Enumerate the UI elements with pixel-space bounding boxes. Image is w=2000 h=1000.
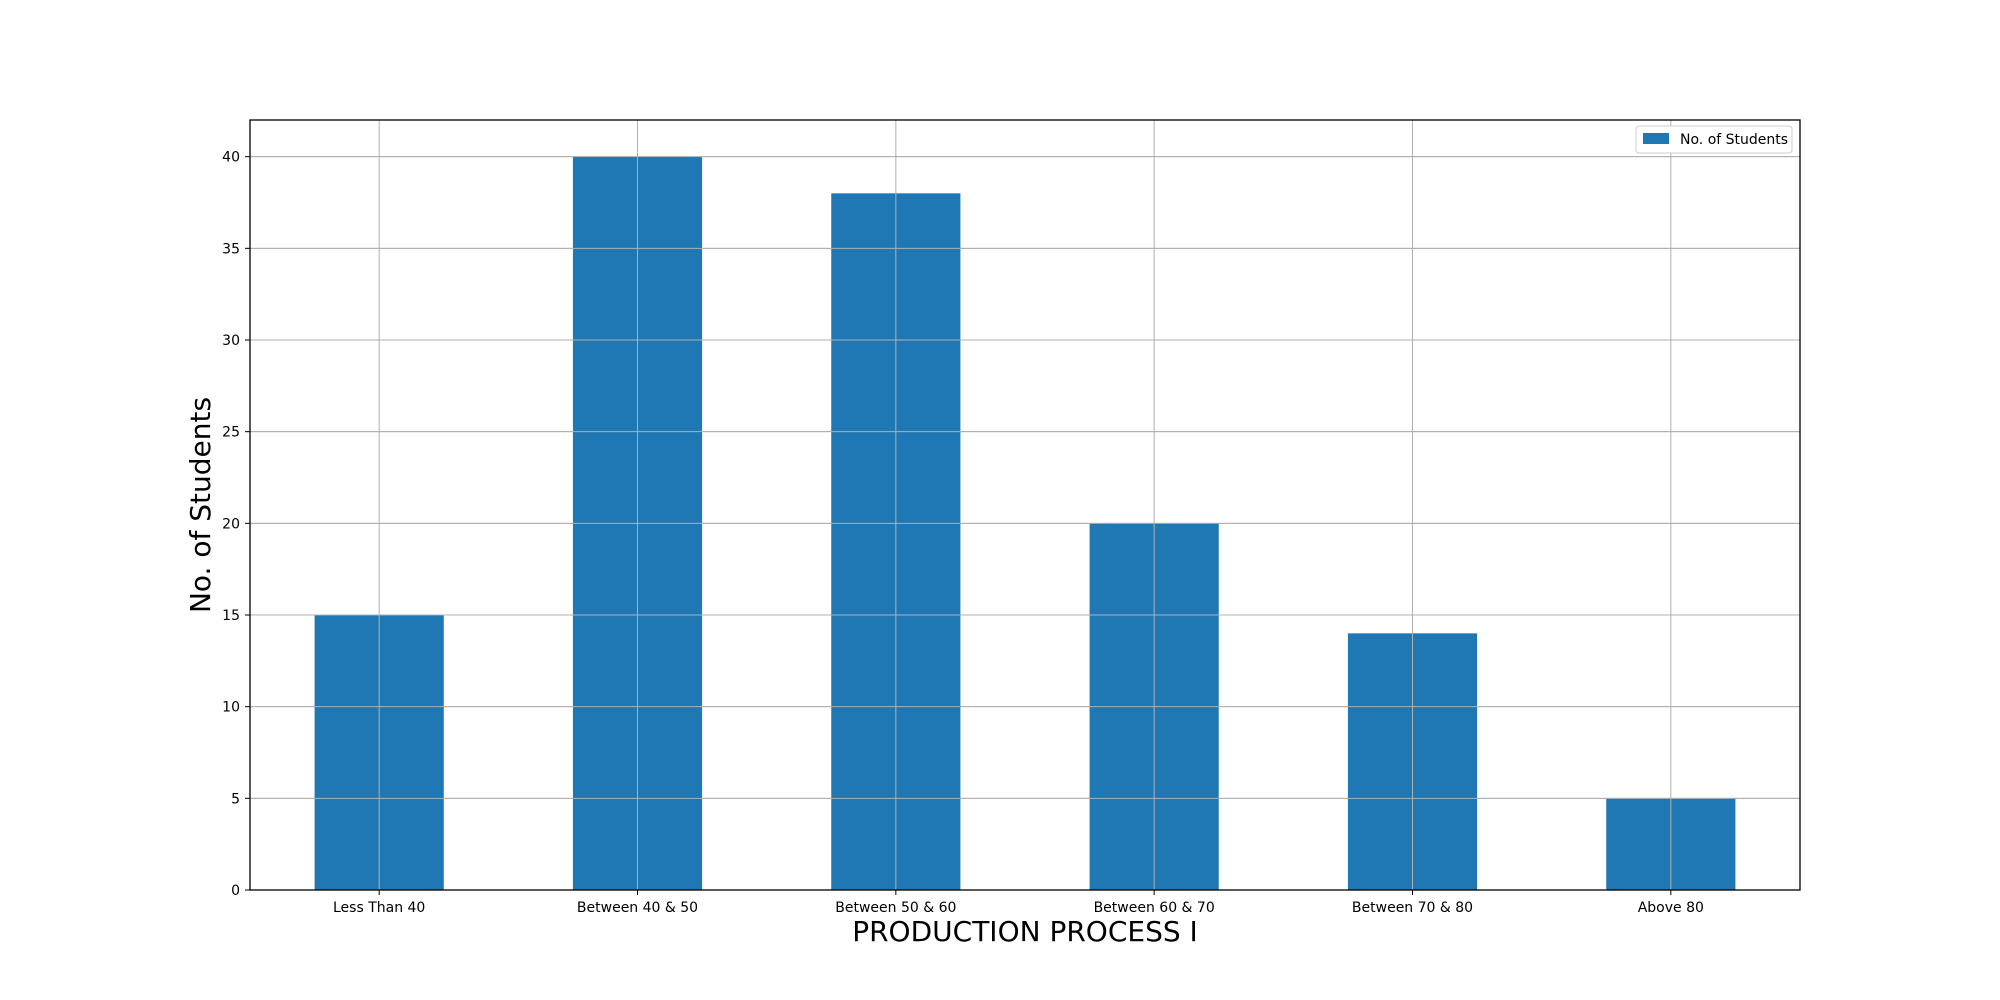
x-tick-label: Between 40 & 50 — [577, 900, 698, 916]
x-axis-ticks: Less Than 40 Between 40 & 50 Between 50 & … — [333, 890, 1704, 916]
x-axis-title: PRODUCTION PROCESS I — [852, 915, 1198, 948]
legend-label: No. of Students — [1680, 132, 1788, 148]
y-axis-title: No. of Students — [184, 397, 217, 613]
plot-frame — [249, 119, 1801, 891]
x-tick-label: Above 80 — [1638, 900, 1704, 916]
x-tick-label: Less Than 40 — [333, 900, 425, 916]
y-tick-label: 10 — [222, 700, 240, 716]
y-axis-ticks: 0 5 10 15 20 25 30 35 40 — [222, 150, 250, 899]
y-tick-label: 20 — [222, 516, 240, 532]
x-tick-label: Between 70 & 80 — [1352, 900, 1473, 916]
legend-swatch — [1643, 133, 1669, 144]
y-tick-label: 30 — [222, 333, 240, 349]
legend-box — [1635, 125, 1793, 154]
x-tick-label: Between 60 & 70 — [1094, 900, 1215, 916]
grid-lines-over-bars — [250, 120, 1800, 891]
y-tick-label: 0 — [231, 883, 240, 899]
y-tick-label: 5 — [231, 791, 240, 807]
y-tick-label: 25 — [222, 425, 240, 441]
y-tick-label: 40 — [222, 150, 240, 166]
y-tick-label: 15 — [222, 608, 240, 624]
y-tick-label: 35 — [222, 241, 240, 257]
x-tick-label: Between 50 & 60 — [835, 900, 956, 916]
plot-background — [250, 120, 1800, 890]
legend: No. of Students — [1635, 125, 1793, 154]
